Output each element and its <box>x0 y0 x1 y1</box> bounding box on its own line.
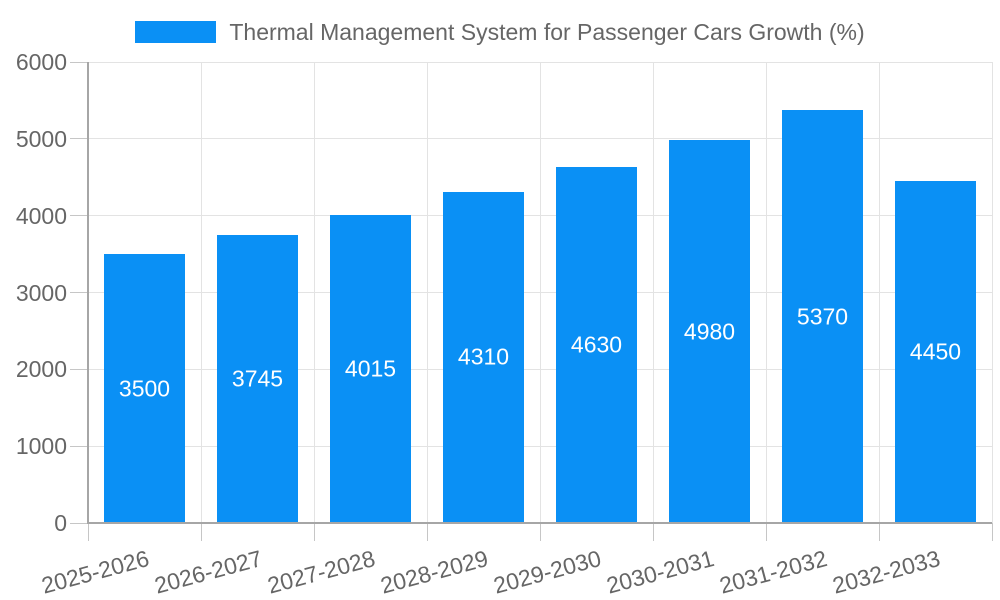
x-axis-tick <box>991 523 993 541</box>
x-axis-line <box>88 522 992 524</box>
bar[interactable]: 4630 <box>556 167 637 523</box>
x-axis-tick <box>200 523 202 541</box>
x-gridline <box>426 62 428 523</box>
bar[interactable]: 4310 <box>443 191 524 523</box>
x-gridline <box>200 62 202 523</box>
y-axis-label: 5000 <box>15 125 67 152</box>
bar-value-label: 4630 <box>570 331 623 358</box>
y-axis-label: 6000 <box>15 49 67 75</box>
bar-value-label: 5370 <box>796 303 849 330</box>
y-axis-tick <box>70 522 88 524</box>
x-axis-tick <box>878 523 880 541</box>
y-axis-label: 1000 <box>15 433 67 460</box>
legend[interactable]: Thermal Management System for Passenger … <box>0 18 1000 46</box>
x-gridline <box>878 62 880 523</box>
y-axis-label: 4000 <box>15 202 67 229</box>
y-axis-tick <box>70 292 88 293</box>
bar[interactable]: 4980 <box>669 140 750 523</box>
bar[interactable]: 5370 <box>782 110 863 523</box>
bar-value-label: 4980 <box>683 318 736 345</box>
y-axis-label: 2000 <box>15 356 67 383</box>
x-gridline <box>765 62 767 523</box>
bar[interactable]: 3745 <box>217 235 298 523</box>
bar-value-label: 3745 <box>231 365 284 392</box>
bar[interactable]: 3500 <box>104 254 185 523</box>
bar-value-label: 4450 <box>909 338 962 365</box>
x-axis-tick <box>426 523 428 541</box>
x-axis-tick <box>87 523 89 541</box>
bar-value-label: 4310 <box>457 343 510 370</box>
x-axis-tick <box>765 523 767 541</box>
x-axis-tick <box>652 523 654 541</box>
x-gridline <box>652 62 654 523</box>
legend-swatch <box>135 21 217 43</box>
bar[interactable]: 4015 <box>330 214 411 523</box>
x-gridline <box>313 62 315 523</box>
x-gridline <box>991 62 993 523</box>
x-gridline <box>539 62 541 523</box>
x-axis-tick <box>313 523 315 541</box>
y-axis-tick <box>70 215 88 217</box>
y-axis-tick <box>70 138 88 140</box>
bar-value-label: 3500 <box>118 375 171 402</box>
y-axis-tick <box>70 445 88 447</box>
y-axis-line <box>87 62 89 524</box>
y-axis-label: 3000 <box>15 279 67 306</box>
x-axis-tick <box>539 523 541 541</box>
y-axis-tick <box>70 61 88 63</box>
y-axis-label: 0 <box>54 510 67 536</box>
bar-value-label: 4015 <box>344 355 397 382</box>
bar[interactable]: 4450 <box>895 181 976 523</box>
legend-label: Thermal Management System for Passenger … <box>229 19 865 45</box>
y-axis-tick <box>70 368 88 370</box>
